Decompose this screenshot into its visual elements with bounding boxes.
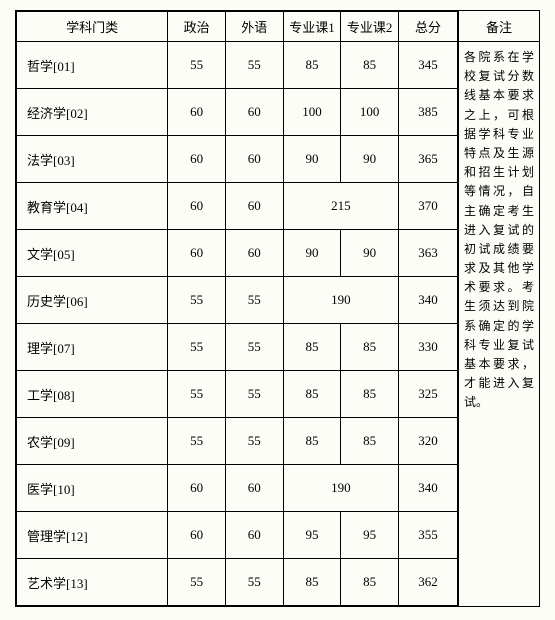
cell-foreign: 55 <box>225 418 283 465</box>
cell-foreign: 60 <box>225 230 283 277</box>
cell-total: 385 <box>399 89 458 136</box>
cell-subject: 管理学[12] <box>17 512 168 559</box>
cell-politics: 55 <box>168 418 226 465</box>
cell-total: 362 <box>399 559 458 606</box>
cell-foreign: 55 <box>225 559 283 606</box>
cell-total: 320 <box>399 418 458 465</box>
header-total: 总分 <box>399 12 458 42</box>
cell-course-merged: 215 <box>283 183 398 230</box>
cell-foreign: 60 <box>225 183 283 230</box>
table-row: 医学[10]6060190340 <box>17 465 458 512</box>
cell-total: 340 <box>399 465 458 512</box>
cell-course2: 85 <box>341 418 399 465</box>
cell-politics: 55 <box>168 42 226 89</box>
cell-foreign: 60 <box>225 465 283 512</box>
cell-course2: 85 <box>341 42 399 89</box>
cell-politics: 60 <box>168 183 226 230</box>
table-row: 法学[03]60609090365 <box>17 136 458 183</box>
table-row: 文学[05]60609090363 <box>17 230 458 277</box>
cell-course2: 100 <box>341 89 399 136</box>
remarks-text: 各院系在学校复试分数线基本要求之上，可根据学科专业特点及生源和招生计划等情况，自… <box>459 42 539 606</box>
cell-total: 330 <box>399 324 458 371</box>
cell-foreign: 55 <box>225 277 283 324</box>
cell-foreign: 60 <box>225 136 283 183</box>
cell-course1: 85 <box>283 371 341 418</box>
cell-subject: 历史学[06] <box>17 277 168 324</box>
cell-course2: 85 <box>341 559 399 606</box>
cell-total: 340 <box>399 277 458 324</box>
header-politics: 政治 <box>168 12 226 42</box>
cell-total: 355 <box>399 512 458 559</box>
cell-subject: 哲学[01] <box>17 42 168 89</box>
cell-subject: 经济学[02] <box>17 89 168 136</box>
table-row: 理学[07]55558585330 <box>17 324 458 371</box>
header-remarks: 备注 <box>459 11 539 42</box>
table-row: 农学[09]55558585320 <box>17 418 458 465</box>
header-row: 学科门类 政治 外语 专业课1 专业课2 总分 <box>17 12 458 42</box>
cell-course2: 95 <box>341 512 399 559</box>
cell-course2: 90 <box>341 230 399 277</box>
cell-course1: 90 <box>283 136 341 183</box>
cell-total: 365 <box>399 136 458 183</box>
cell-total: 370 <box>399 183 458 230</box>
cell-subject: 农学[09] <box>17 418 168 465</box>
cell-course1: 85 <box>283 418 341 465</box>
table-row: 工学[08]55558585325 <box>17 371 458 418</box>
cell-subject: 法学[03] <box>17 136 168 183</box>
cell-politics: 55 <box>168 277 226 324</box>
table-row: 管理学[12]60609595355 <box>17 512 458 559</box>
cell-total: 363 <box>399 230 458 277</box>
cell-politics: 55 <box>168 371 226 418</box>
cell-politics: 60 <box>168 465 226 512</box>
header-course2: 专业课2 <box>341 12 399 42</box>
cell-course1: 90 <box>283 230 341 277</box>
table-row: 经济学[02]6060100100385 <box>17 89 458 136</box>
cell-foreign: 55 <box>225 371 283 418</box>
cell-total: 345 <box>399 42 458 89</box>
cell-subject: 工学[08] <box>17 371 168 418</box>
score-table: 学科门类 政治 外语 专业课1 专业课2 总分 哲学[01]5555858534… <box>16 11 458 606</box>
cell-foreign: 60 <box>225 512 283 559</box>
cell-course2: 85 <box>341 371 399 418</box>
cell-course1: 85 <box>283 42 341 89</box>
cell-politics: 60 <box>168 89 226 136</box>
table-row: 哲学[01]55558585345 <box>17 42 458 89</box>
remarks-column: 备注 各院系在学校复试分数线基本要求之上，可根据学科专业特点及生源和招生计划等情… <box>458 11 539 606</box>
table-row: 教育学[04]6060215370 <box>17 183 458 230</box>
table-row: 艺术学[13]55558585362 <box>17 559 458 606</box>
table-body: 哲学[01]55558585345经济学[02]6060100100385法学[… <box>17 42 458 606</box>
header-course1: 专业课1 <box>283 12 341 42</box>
cell-politics: 60 <box>168 230 226 277</box>
cell-politics: 60 <box>168 512 226 559</box>
cell-course1: 85 <box>283 324 341 371</box>
cell-politics: 55 <box>168 559 226 606</box>
cell-course2: 90 <box>341 136 399 183</box>
header-foreign: 外语 <box>225 12 283 42</box>
cell-total: 325 <box>399 371 458 418</box>
cell-course1: 85 <box>283 559 341 606</box>
cell-course-merged: 190 <box>283 277 398 324</box>
cell-foreign: 55 <box>225 324 283 371</box>
score-table-wrapper: 学科门类 政治 外语 专业课1 专业课2 总分 哲学[01]5555858534… <box>15 10 540 607</box>
cell-politics: 55 <box>168 324 226 371</box>
header-subject: 学科门类 <box>17 12 168 42</box>
cell-subject: 教育学[04] <box>17 183 168 230</box>
cell-course1: 95 <box>283 512 341 559</box>
cell-foreign: 60 <box>225 89 283 136</box>
table-row: 历史学[06]5555190340 <box>17 277 458 324</box>
cell-course1: 100 <box>283 89 341 136</box>
cell-foreign: 55 <box>225 42 283 89</box>
cell-subject: 理学[07] <box>17 324 168 371</box>
cell-politics: 60 <box>168 136 226 183</box>
cell-course2: 85 <box>341 324 399 371</box>
cell-subject: 医学[10] <box>17 465 168 512</box>
cell-subject: 文学[05] <box>17 230 168 277</box>
cell-subject: 艺术学[13] <box>17 559 168 606</box>
cell-course-merged: 190 <box>283 465 398 512</box>
